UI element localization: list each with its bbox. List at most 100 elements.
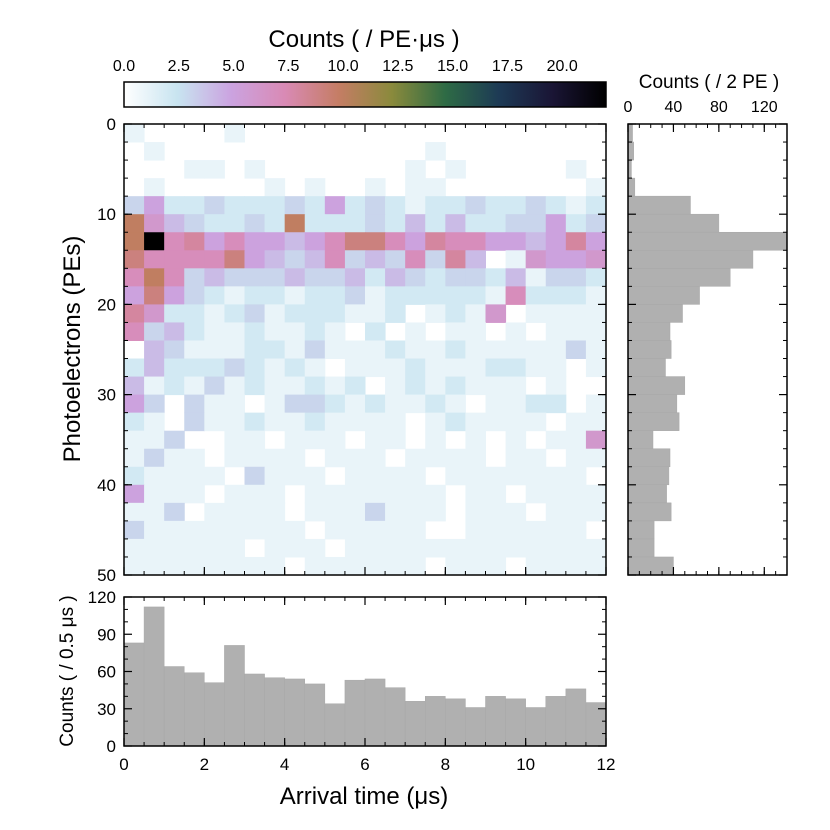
x-axis-label: Arrival time (μs)	[280, 783, 449, 810]
heatmap-cell	[545, 286, 567, 305]
heatmap-cell	[344, 412, 366, 432]
bottom-histogram-bar	[404, 701, 426, 747]
heatmap-cell	[365, 304, 386, 323]
heatmap-cell	[244, 376, 266, 396]
colorbar-tick-label: 20.0	[547, 58, 578, 75]
heatmap-cell	[405, 232, 426, 251]
heatmap-cell	[565, 340, 587, 360]
heatmap-cell	[224, 502, 245, 522]
y-tick-label: 90	[97, 625, 116, 644]
heatmap-cell	[505, 448, 527, 468]
bottom-histogram-bar	[465, 707, 486, 747]
heatmap-cell	[425, 250, 446, 269]
heatmap-cell	[304, 538, 326, 558]
heatmap-cell	[284, 232, 306, 251]
heatmap-cell	[144, 466, 165, 486]
heatmap-cell	[425, 358, 446, 378]
heatmap-cell	[365, 502, 386, 522]
heatmap-cell	[445, 448, 466, 468]
heatmap-cell	[244, 196, 266, 215]
heatmap-cell	[465, 214, 486, 233]
heatmap-cell	[545, 250, 567, 269]
heatmap-cell	[304, 304, 326, 323]
heatmap-cell	[264, 196, 286, 215]
heatmap-cell	[184, 304, 205, 323]
heatmap-cell	[184, 340, 205, 360]
right-histogram-bar	[627, 376, 686, 395]
bottom-histogram-bar	[485, 696, 506, 747]
heatmap-cell	[485, 538, 507, 558]
heatmap-cell	[365, 322, 386, 341]
heatmap-cell	[344, 214, 366, 233]
bottom-histogram-bar	[204, 682, 225, 747]
heatmap-cell	[405, 376, 426, 396]
x-tick-label: 2	[200, 755, 209, 774]
bottom-histogram-panel: 0 30 60 90 120 0 2 4 6 8 10 12 Counts ( / 0.5 μs )…	[57, 588, 615, 810]
y-tick-label: 120	[88, 588, 116, 607]
bottom-histogram-bar	[143, 606, 165, 747]
heatmap-cell	[164, 448, 185, 468]
heatmap-cells	[124, 124, 607, 576]
heatmap-cell	[224, 520, 245, 540]
heatmap-cell	[565, 448, 587, 468]
heatmap-cell	[585, 268, 607, 287]
heatmap-cell	[485, 214, 507, 233]
heatmap-cell	[224, 196, 245, 215]
heatmap-cell	[465, 286, 486, 305]
heatmap-cell	[304, 358, 326, 378]
heatmap-cell	[284, 358, 306, 378]
heatmap-cell	[505, 214, 527, 233]
heatmap-cell	[264, 376, 286, 396]
heatmap-cell	[164, 484, 185, 504]
heatmap-cell	[405, 394, 426, 414]
heatmap-cell	[264, 232, 286, 251]
heatmap-cell	[144, 250, 165, 269]
heatmap-cell	[284, 538, 306, 558]
heatmap-cell	[465, 304, 486, 323]
heatmap-cell	[164, 340, 185, 360]
heatmap-cell	[284, 214, 306, 233]
heatmap-cell	[505, 394, 527, 414]
heatmap-cell	[365, 178, 386, 197]
heatmap-cell	[545, 304, 567, 323]
heatmap-cell	[505, 466, 527, 486]
right-histogram-tick-label: 40	[665, 99, 683, 116]
heatmap-cell	[144, 376, 165, 396]
heatmap-cell	[525, 250, 547, 269]
heatmap-cell	[304, 556, 326, 576]
heatmap-cell	[425, 448, 446, 468]
heatmap-cell	[124, 394, 145, 414]
heatmap-cell	[585, 196, 607, 215]
heatmap-cell	[124, 124, 145, 143]
heatmap-cell	[465, 376, 486, 396]
heatmap-cell	[585, 178, 607, 197]
heatmap-cell	[144, 304, 165, 323]
heatmap-cell	[264, 502, 286, 522]
heatmap-cell	[585, 286, 607, 305]
heatmap-cell	[124, 358, 145, 378]
heatmap-cell	[184, 448, 205, 468]
colorbar-tick-label: 7.5	[277, 58, 299, 75]
heatmap-cell	[565, 538, 587, 558]
heatmap-cell	[344, 376, 366, 396]
heatmap-cell	[284, 520, 306, 540]
heatmap-cell	[405, 466, 426, 486]
heatmap-cell	[264, 304, 286, 323]
heatmap-cell	[124, 556, 145, 576]
heatmap-cell	[244, 412, 266, 432]
heatmap-cell	[124, 250, 145, 269]
heatmap-cell	[405, 268, 426, 287]
heatmap-cell	[204, 250, 225, 269]
heatmap-cell	[164, 286, 185, 305]
heatmap-cell	[405, 502, 426, 522]
heatmap-cell	[204, 232, 225, 251]
heatmap-cell	[445, 394, 466, 414]
heatmap-cell	[425, 286, 446, 305]
heatmap-cell	[264, 466, 286, 486]
heatmap-cell	[445, 214, 466, 233]
heatmap-cell	[545, 322, 567, 341]
heatmap-cell	[304, 394, 326, 414]
heatmap-cell	[465, 502, 486, 522]
heatmap-cell	[485, 286, 507, 305]
bottom-histogram-bar	[545, 696, 567, 747]
